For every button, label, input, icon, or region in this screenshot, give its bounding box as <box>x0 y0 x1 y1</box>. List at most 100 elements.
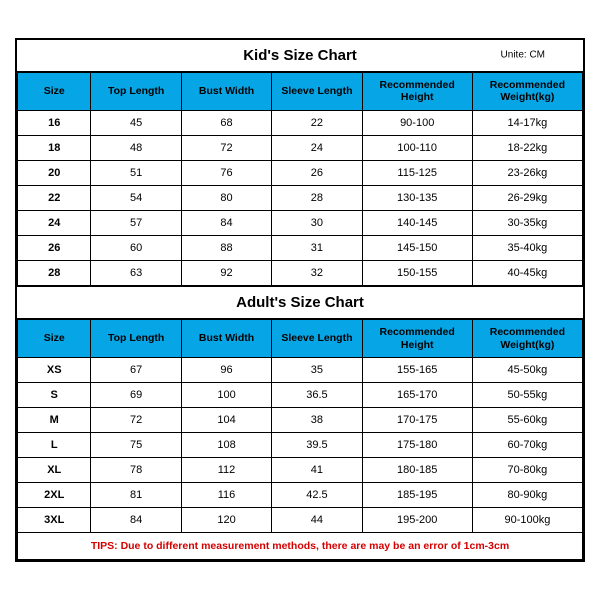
size-cell: 24 <box>18 211 91 236</box>
data-cell: 35 <box>272 358 362 383</box>
data-cell: 80 <box>181 186 271 211</box>
data-cell: 60-70kg <box>472 433 582 458</box>
data-cell: 112 <box>181 458 271 483</box>
data-cell: 50-55kg <box>472 383 582 408</box>
adults-title-row: Adult's Size Chart <box>17 286 583 319</box>
data-cell: 195-200 <box>362 508 472 533</box>
data-cell: 90-100 <box>362 111 472 136</box>
col-rec-weight: Recommended Weight(kg) <box>472 72 582 110</box>
size-cell: XL <box>18 458 91 483</box>
table-row: M7210438170-17555-60kg <box>18 408 583 433</box>
data-cell: 30 <box>272 211 362 236</box>
table-row: XL7811241180-18570-80kg <box>18 458 583 483</box>
data-cell: 51 <box>91 161 181 186</box>
table-row: 18487224100-11018-22kg <box>18 136 583 161</box>
size-cell: 28 <box>18 261 91 286</box>
col-rec-weight: Recommended Weight(kg) <box>472 320 582 358</box>
table-row: 1645682290-10014-17kg <box>18 111 583 136</box>
data-cell: 40-45kg <box>472 261 582 286</box>
size-cell: 26 <box>18 236 91 261</box>
table-row: 28639232150-15540-45kg <box>18 261 583 286</box>
size-cell: 20 <box>18 161 91 186</box>
data-cell: 45 <box>91 111 181 136</box>
col-top-length: Top Length <box>91 72 181 110</box>
data-cell: 67 <box>91 358 181 383</box>
size-cell: 16 <box>18 111 91 136</box>
adults-title: Adult's Size Chart <box>236 294 364 311</box>
kids-header-row: Size Top Length Bust Width Sleeve Length… <box>18 72 583 110</box>
size-cell: L <box>18 433 91 458</box>
size-chart-container: Kid's Size Chart Unite: CM Size Top Leng… <box>15 38 585 562</box>
data-cell: 28 <box>272 186 362 211</box>
data-cell: 90-100kg <box>472 508 582 533</box>
col-rec-height: Recommended Height <box>362 320 472 358</box>
data-cell: 60 <box>91 236 181 261</box>
data-cell: 18-22kg <box>472 136 582 161</box>
kids-title-row: Kid's Size Chart Unite: CM <box>17 40 583 72</box>
data-cell: 185-195 <box>362 483 472 508</box>
data-cell: 155-165 <box>362 358 472 383</box>
data-cell: 72 <box>181 136 271 161</box>
data-cell: 38 <box>272 408 362 433</box>
size-cell: XS <box>18 358 91 383</box>
data-cell: 36.5 <box>272 383 362 408</box>
data-cell: 30-35kg <box>472 211 582 236</box>
data-cell: 55-60kg <box>472 408 582 433</box>
adults-table: Size Top Length Bust Width Sleeve Length… <box>17 319 583 560</box>
table-row: 2XL8111642.5185-19580-90kg <box>18 483 583 508</box>
data-cell: 150-155 <box>362 261 472 286</box>
data-cell: 84 <box>181 211 271 236</box>
data-cell: 80-90kg <box>472 483 582 508</box>
table-row: 20517626115-12523-26kg <box>18 161 583 186</box>
data-cell: 72 <box>91 408 181 433</box>
data-cell: 84 <box>91 508 181 533</box>
data-cell: 14-17kg <box>472 111 582 136</box>
table-row: L7510839.5175-18060-70kg <box>18 433 583 458</box>
data-cell: 35-40kg <box>472 236 582 261</box>
kids-title: Kid's Size Chart <box>243 47 357 64</box>
data-cell: 44 <box>272 508 362 533</box>
data-cell: 92 <box>181 261 271 286</box>
data-cell: 75 <box>91 433 181 458</box>
data-cell: 116 <box>181 483 271 508</box>
data-cell: 39.5 <box>272 433 362 458</box>
col-rec-height: Recommended Height <box>362 72 472 110</box>
adults-tbody: XS679635155-16545-50kgS6910036.5165-1705… <box>18 358 583 533</box>
table-row: 22548028130-13526-29kg <box>18 186 583 211</box>
data-cell: 180-185 <box>362 458 472 483</box>
data-cell: 108 <box>181 433 271 458</box>
data-cell: 24 <box>272 136 362 161</box>
data-cell: 170-175 <box>362 408 472 433</box>
data-cell: 26 <box>272 161 362 186</box>
table-row: XS679635155-16545-50kg <box>18 358 583 383</box>
unit-label: Unite: CM <box>501 50 545 61</box>
data-cell: 115-125 <box>362 161 472 186</box>
table-row: S6910036.5165-17050-55kg <box>18 383 583 408</box>
data-cell: 54 <box>91 186 181 211</box>
data-cell: 140-145 <box>362 211 472 236</box>
data-cell: 76 <box>181 161 271 186</box>
data-cell: 81 <box>91 483 181 508</box>
data-cell: 120 <box>181 508 271 533</box>
size-cell: 18 <box>18 136 91 161</box>
size-cell: 3XL <box>18 508 91 533</box>
data-cell: 22 <box>272 111 362 136</box>
size-cell: 2XL <box>18 483 91 508</box>
data-cell: 26-29kg <box>472 186 582 211</box>
col-bust-width: Bust Width <box>181 320 271 358</box>
col-sleeve-length: Sleeve Length <box>272 320 362 358</box>
col-top-length: Top Length <box>91 320 181 358</box>
size-cell: M <box>18 408 91 433</box>
kids-tbody: 1645682290-10014-17kg18487224100-11018-2… <box>18 111 583 286</box>
data-cell: 88 <box>181 236 271 261</box>
table-row: 3XL8412044195-20090-100kg <box>18 508 583 533</box>
col-size: Size <box>18 320 91 358</box>
size-cell: S <box>18 383 91 408</box>
adults-header-row: Size Top Length Bust Width Sleeve Length… <box>18 320 583 358</box>
data-cell: 175-180 <box>362 433 472 458</box>
data-cell: 57 <box>91 211 181 236</box>
data-cell: 165-170 <box>362 383 472 408</box>
col-size: Size <box>18 72 91 110</box>
data-cell: 130-135 <box>362 186 472 211</box>
data-cell: 69 <box>91 383 181 408</box>
